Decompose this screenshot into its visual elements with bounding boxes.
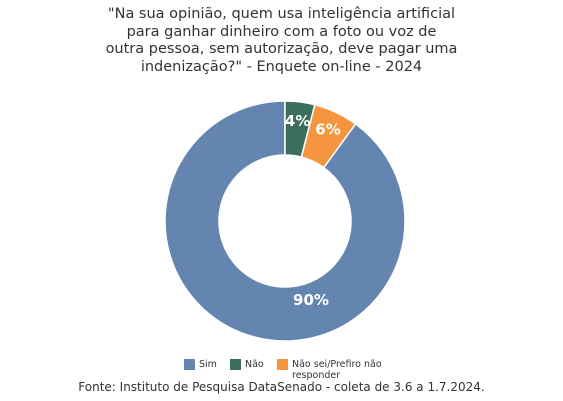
- chart-title-line-3: outra pessoa, sem autorização, deve paga…: [105, 41, 458, 57]
- legend-swatch-nao: [230, 359, 241, 370]
- legend-swatch-nao-sei: [277, 359, 288, 370]
- value-label-nao: 4%: [285, 112, 310, 130]
- chart-title-line-2: para ganhar dinheiro com a foto ou voz d…: [126, 23, 437, 40]
- donut-slice-sim: [164, 100, 406, 342]
- legend-label-sim: Sim: [199, 359, 217, 370]
- legend-label-nao: Não: [245, 359, 264, 370]
- chart-title-line-1: "Na sua opinião, quem usa inteligência a…: [107, 6, 456, 22]
- value-label-nao-sei: 6%: [315, 121, 340, 139]
- value-label-sim: 90%: [293, 291, 329, 309]
- legend-label-nao-sei: Não sei/Prefiro não responder: [292, 359, 382, 381]
- chart-title: "Na sua opinião, quem usa inteligência a…: [0, 6, 563, 76]
- donut-slice-nao-sei: [300, 103, 357, 169]
- chart-title-line-4: indenização?" - Enquete on-line - 2024: [140, 58, 423, 75]
- source-note: Fonte: Instituto de Pesquisa DataSenado …: [78, 380, 485, 394]
- legend-swatch-sim: [184, 359, 195, 370]
